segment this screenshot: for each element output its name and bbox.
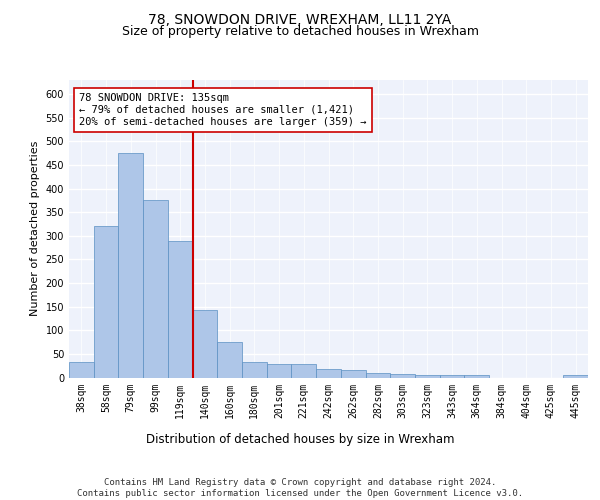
Bar: [292, 364, 316, 378]
Bar: [143, 200, 168, 378]
Text: 78, SNOWDON DRIVE, WREXHAM, LL11 2YA: 78, SNOWDON DRIVE, WREXHAM, LL11 2YA: [148, 12, 452, 26]
Text: 78 SNOWDON DRIVE: 135sqm
← 79% of detached houses are smaller (1,421)
20% of sem: 78 SNOWDON DRIVE: 135sqm ← 79% of detach…: [79, 94, 367, 126]
Text: Distribution of detached houses by size in Wrexham: Distribution of detached houses by size …: [146, 432, 454, 446]
Bar: [415, 375, 440, 378]
Bar: [242, 362, 267, 378]
Bar: [193, 310, 217, 378]
Bar: [563, 375, 588, 378]
Bar: [217, 342, 242, 378]
Bar: [267, 364, 292, 378]
Bar: [316, 370, 341, 378]
Text: Contains HM Land Registry data © Crown copyright and database right 2024.
Contai: Contains HM Land Registry data © Crown c…: [77, 478, 523, 498]
Bar: [464, 375, 489, 378]
Bar: [390, 374, 415, 378]
Bar: [365, 373, 390, 378]
Bar: [69, 362, 94, 378]
Text: Size of property relative to detached houses in Wrexham: Size of property relative to detached ho…: [121, 25, 479, 38]
Bar: [341, 370, 365, 378]
Bar: [94, 226, 118, 378]
Bar: [118, 153, 143, 378]
Bar: [440, 375, 464, 378]
Bar: [168, 240, 193, 378]
Y-axis label: Number of detached properties: Number of detached properties: [30, 141, 40, 316]
